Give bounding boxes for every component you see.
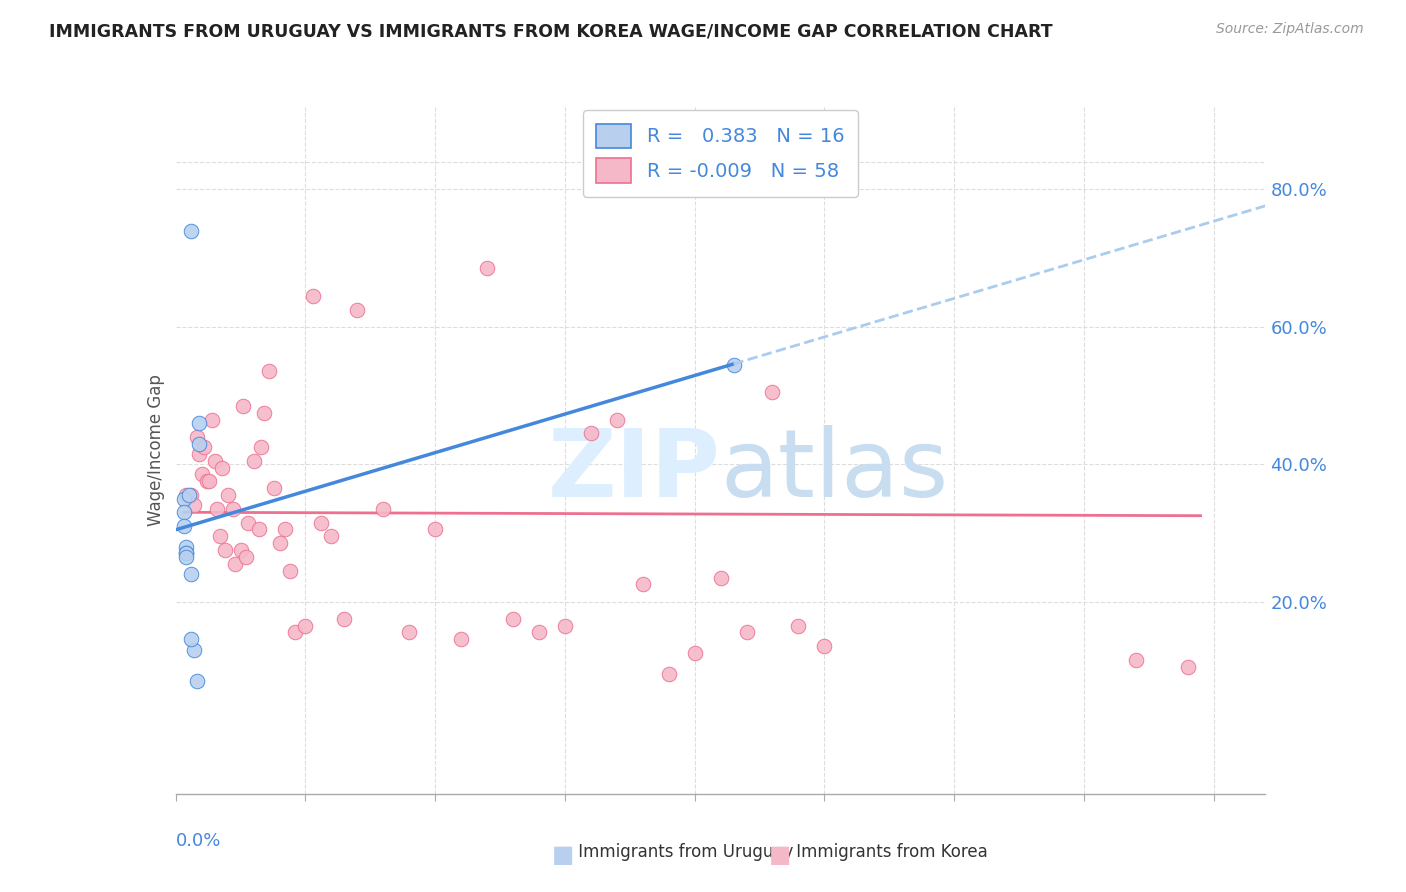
Text: Source: ZipAtlas.com: Source: ZipAtlas.com — [1216, 22, 1364, 37]
Point — [173, 491, 195, 506]
Point — [274, 523, 297, 537]
Point — [284, 625, 307, 640]
Point — [242, 454, 264, 468]
Point — [631, 577, 654, 591]
Point — [174, 546, 197, 561]
Point — [373, 501, 395, 516]
Point — [174, 540, 197, 554]
Point — [188, 436, 211, 450]
Point — [302, 289, 325, 303]
Point — [180, 567, 202, 582]
Point — [1177, 660, 1199, 674]
Point — [761, 385, 783, 400]
Point — [321, 529, 343, 543]
Point — [235, 549, 257, 564]
Text: ■: ■ — [551, 843, 574, 867]
Point — [425, 523, 447, 537]
Point — [247, 523, 270, 537]
Point — [211, 460, 233, 475]
Point — [606, 412, 628, 426]
Point — [173, 505, 195, 519]
Point — [224, 557, 246, 571]
Point — [183, 642, 205, 657]
Point — [475, 261, 498, 276]
Point — [735, 625, 758, 640]
Point — [188, 416, 211, 430]
Point — [527, 625, 550, 640]
Point — [174, 549, 197, 564]
Point — [257, 364, 280, 378]
Point — [813, 639, 835, 653]
Point — [232, 399, 254, 413]
Point — [346, 302, 368, 317]
Point — [180, 488, 202, 502]
Point — [183, 499, 205, 513]
Point — [214, 543, 236, 558]
Point — [177, 488, 200, 502]
Point — [198, 475, 221, 489]
Text: ZIP: ZIP — [548, 425, 721, 517]
Point — [188, 447, 211, 461]
Point — [579, 426, 602, 441]
Point — [253, 406, 276, 420]
Point — [450, 632, 472, 647]
Point — [204, 454, 226, 468]
Point — [1125, 653, 1147, 667]
Point — [709, 570, 731, 584]
Point — [195, 475, 218, 489]
Text: Immigrants from Korea: Immigrants from Korea — [792, 843, 988, 862]
Point — [250, 440, 273, 454]
Point — [208, 529, 231, 543]
Point — [193, 440, 215, 454]
Point — [554, 618, 576, 632]
Point — [263, 481, 285, 495]
Point — [190, 467, 212, 482]
Y-axis label: Wage/Income Gap: Wage/Income Gap — [146, 375, 165, 526]
Point — [309, 516, 332, 530]
Point — [502, 612, 524, 626]
Text: atlas: atlas — [721, 425, 949, 517]
Point — [173, 519, 195, 533]
Text: Immigrants from Uruguay: Immigrants from Uruguay — [574, 843, 794, 862]
Point — [186, 430, 208, 444]
Point — [174, 546, 197, 561]
Point — [723, 358, 745, 372]
Point — [174, 488, 197, 502]
Point — [229, 543, 252, 558]
Text: IMMIGRANTS FROM URUGUAY VS IMMIGRANTS FROM KOREA WAGE/INCOME GAP CORRELATION CHA: IMMIGRANTS FROM URUGUAY VS IMMIGRANTS FR… — [49, 22, 1053, 40]
Text: 0.0%: 0.0% — [176, 831, 221, 850]
Point — [269, 536, 291, 550]
Point — [658, 666, 681, 681]
Point — [238, 516, 260, 530]
Text: ■: ■ — [769, 843, 792, 867]
Point — [180, 224, 202, 238]
Point — [217, 488, 239, 502]
Point — [294, 618, 316, 632]
Point — [186, 673, 208, 688]
Point — [278, 564, 301, 578]
Point — [207, 501, 229, 516]
Point — [222, 501, 245, 516]
Legend: R =   0.383   N = 16, R = -0.009   N = 58: R = 0.383 N = 16, R = -0.009 N = 58 — [583, 110, 858, 197]
Point — [180, 632, 202, 647]
Point — [201, 412, 224, 426]
Point — [787, 618, 810, 632]
Point — [683, 646, 706, 660]
Point — [398, 625, 420, 640]
Point — [333, 612, 356, 626]
